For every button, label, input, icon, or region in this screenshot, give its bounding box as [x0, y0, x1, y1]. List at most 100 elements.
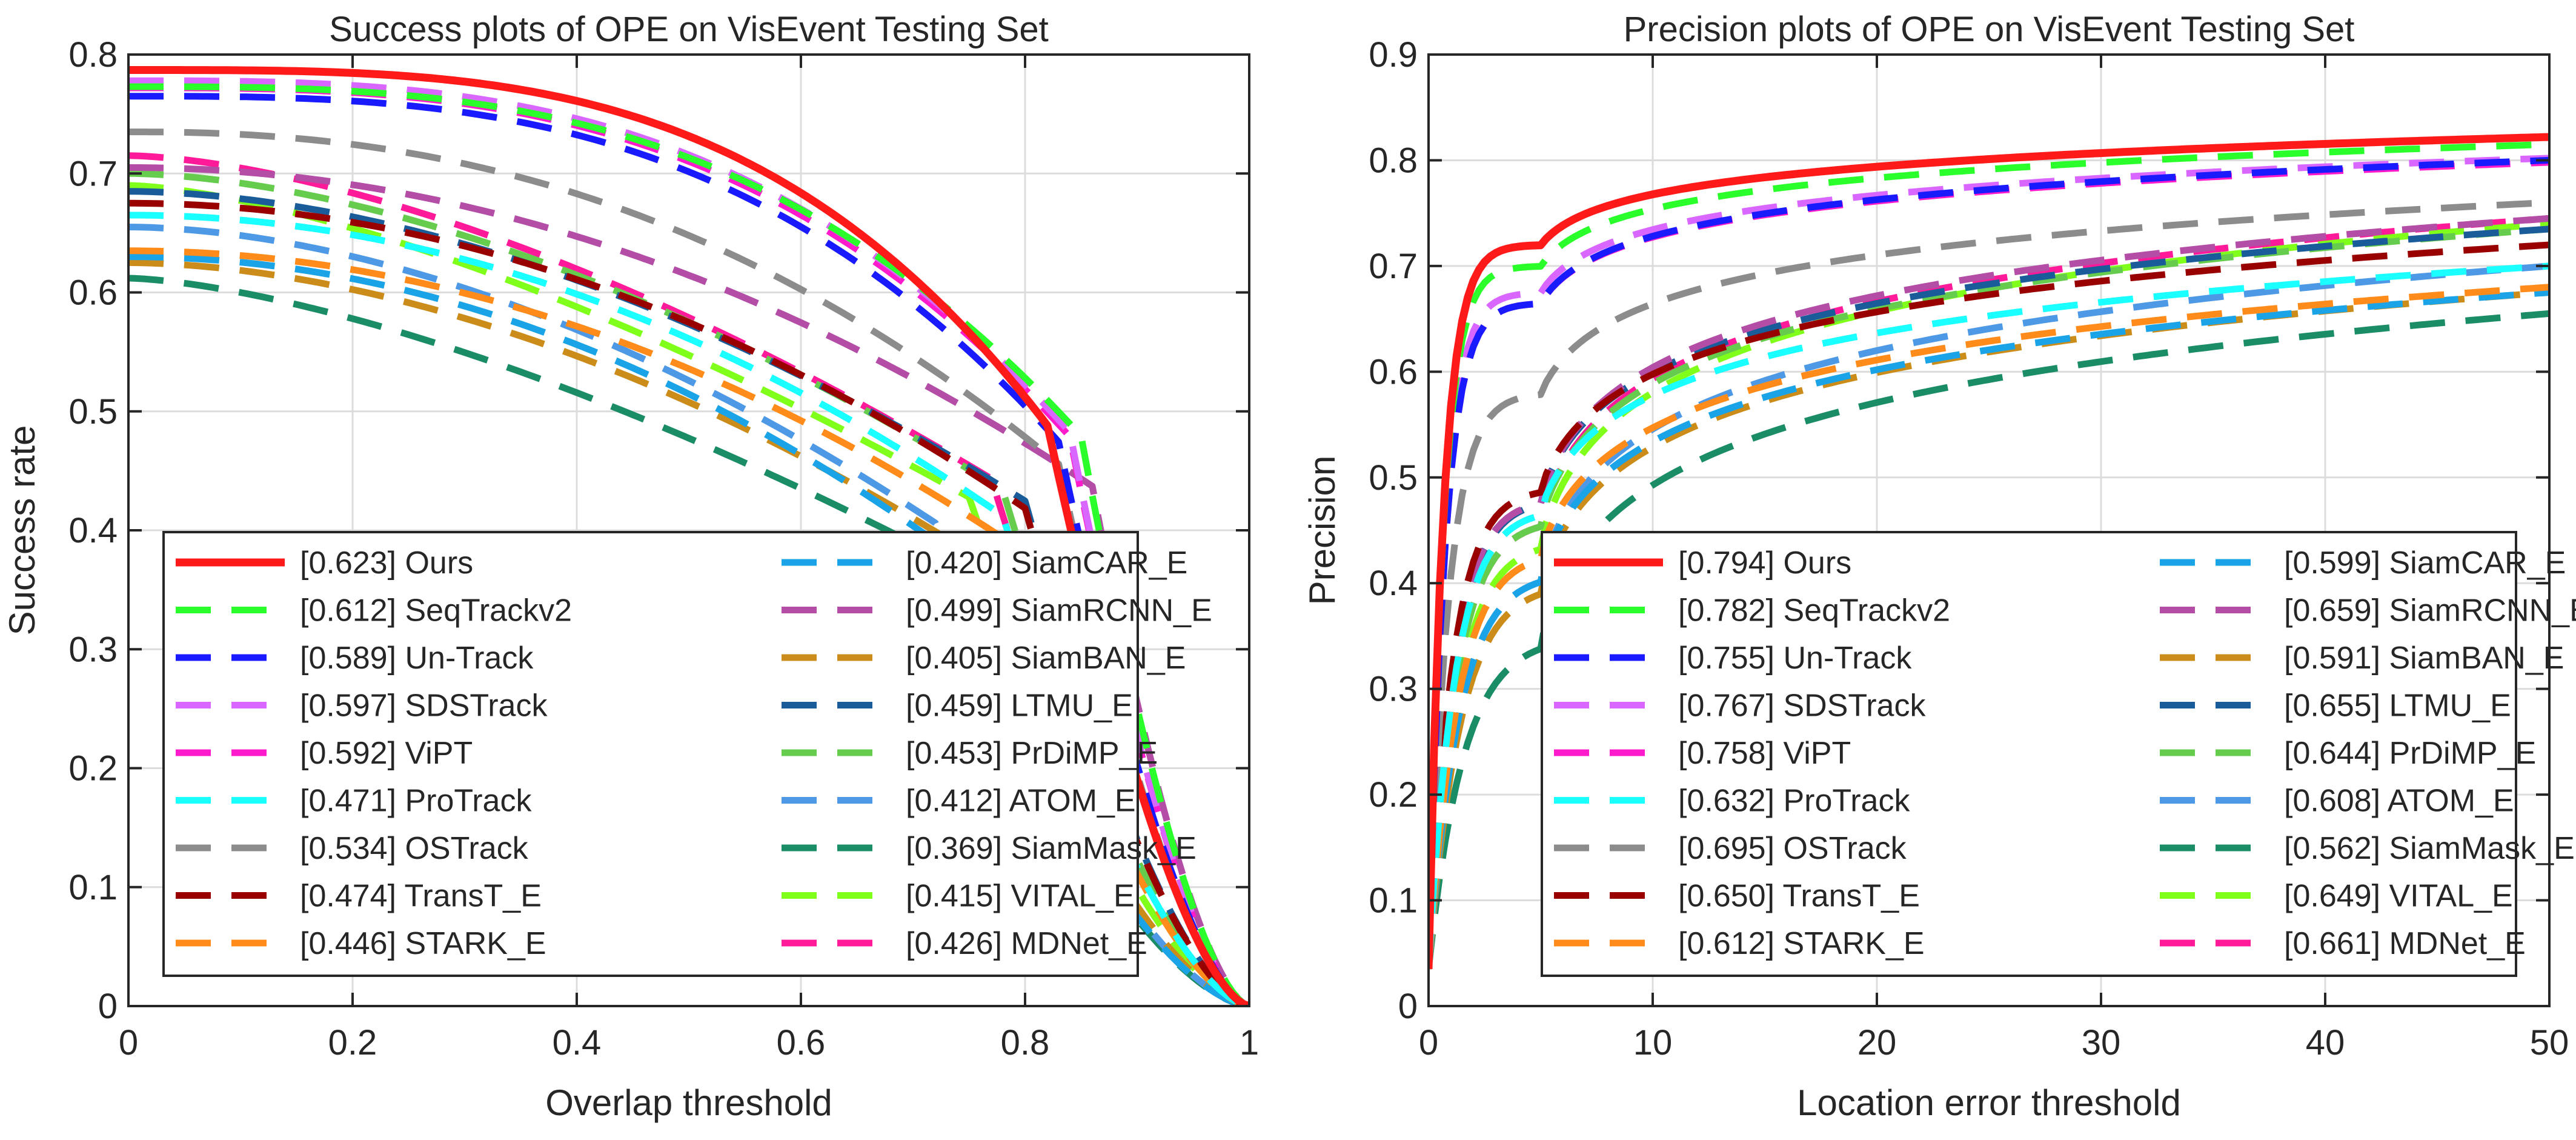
legend: [0.623] Ours [0.612] SeqTrackv2 [0.589] Un…: [162, 531, 1212, 977]
y-tick-label: 0.2: [68, 749, 118, 788]
legend-label-ATOM_E: [0.608] ATOM_E: [2284, 784, 2514, 819]
x-tick-label: 10: [1633, 1023, 1673, 1062]
x-axis-label: Overlap threshold: [545, 1082, 832, 1123]
y-axis-label: Success rate: [2, 425, 42, 636]
x-tick-label: 0.4: [553, 1023, 602, 1062]
legend-label-SiamBAN_E: [0.405] SiamBAN_E: [906, 641, 1186, 676]
series-line-STARK_E: [128, 247, 1249, 1006]
legend-label-Ours: [0.794] Ours: [1678, 545, 1851, 581]
legend-label-STARK_E: [0.612] STARK_E: [1678, 926, 1925, 961]
y-tick-label: 0.7: [1369, 247, 1418, 286]
legend-label-MDNet_E: [0.426] MDNet_E: [906, 926, 1147, 961]
y-tick-label: 0.1: [68, 868, 118, 907]
legend-label-SiamBAN_E: [0.591] SiamBAN_E: [2284, 641, 2564, 676]
legend-label-PrDiMP_E: [0.644] PrDiMP_E: [2284, 736, 2536, 771]
series-line-Ours: [128, 66, 1249, 1006]
legend-label-ViPT: [0.758] ViPT: [1678, 736, 1851, 771]
series-line-STARK_E: [1429, 284, 2549, 970]
y-tick-label: 0.4: [68, 511, 118, 550]
axes-box: [1427, 53, 2551, 1007]
legend-label-SiamMask_E: [0.369] SiamMask_E: [906, 831, 1197, 866]
y-tick-label: 0.6: [68, 273, 118, 313]
legend-label-LTMU_E: [0.655] LTMU_E: [2284, 688, 2511, 724]
legend-label-TransT_E: [0.474] TransT_E: [300, 879, 542, 914]
x-tick-label: 0: [1419, 1023, 1438, 1062]
legend-label-SiamCAR_E: [0.599] SiamCAR_E: [2284, 545, 2566, 581]
legend-label-TransT_E: [0.650] TransT_E: [1678, 879, 1920, 914]
series-line-Un-Track: [128, 93, 1249, 1006]
x-tick-label: 0.2: [328, 1023, 377, 1062]
legend-label-Un-Track: [0.589] Un-Track: [300, 641, 534, 676]
y-tick-label: 0.6: [1369, 352, 1418, 392]
y-tick-label: 0.7: [68, 154, 118, 193]
series-line-Ours: [1429, 133, 2549, 970]
legend-box: [1541, 531, 2517, 977]
x-tick-label: 20: [1857, 1023, 1897, 1062]
series-line-ProTrack: [1429, 262, 2549, 970]
y-tick-label: 0.8: [1369, 141, 1418, 180]
series-line-OSTrack: [1429, 199, 2549, 970]
x-tick-label: 0.8: [1001, 1023, 1050, 1062]
series-line-SDSTrack: [1429, 155, 2549, 970]
y-tick-label: 0.1: [1369, 881, 1418, 921]
series-line-MDNet_E: [128, 152, 1249, 1006]
y-tick-label: 0.4: [1369, 564, 1418, 603]
legend-label-OSTrack: [0.534] OSTrack: [300, 831, 529, 866]
x-tick-label: 30: [2082, 1023, 2121, 1062]
legend-label-SDSTrack: [0.597] SDSTrack: [300, 688, 548, 724]
series-line-PrDiMP_E: [1429, 225, 2549, 970]
series-group: [1429, 133, 2549, 970]
series-line-SiamCAR_E: [1429, 289, 2549, 970]
legend-label-SeqTrackv2: [0.612] SeqTrackv2: [300, 593, 572, 628]
y-tick-label: 0: [1398, 987, 1418, 1026]
chart-precision: 0 10 20 30 40 50 0 0.1 0.2 0.3 0.4 0.5 0.6 0.7 0.8 0.9 P…: [1302, 10, 2576, 1123]
x-tick-label: 0: [119, 1023, 138, 1062]
y-tick-label: 0.9: [1369, 35, 1418, 75]
y-tick-label: 0: [98, 987, 118, 1026]
legend-label-SiamMask_E: [0.562] SiamMask_E: [2284, 831, 2575, 866]
chart-title: Precision plots of OPE on VisEvent Testi…: [1624, 10, 2355, 49]
legend-label-ViPT: [0.592] ViPT: [300, 736, 473, 771]
y-tick-label: 0.8: [68, 35, 118, 75]
x-tick-label: 0.6: [777, 1023, 826, 1062]
series-line-SiamCAR_E: [128, 253, 1249, 1006]
legend-label-PrDiMP_E: [0.453] PrDiMP_E: [906, 736, 1158, 771]
legend-label-VITAL_E: [0.415] VITAL_E: [906, 879, 1135, 914]
legend-label-SeqTrackv2: [0.782] SeqTrackv2: [1678, 593, 1950, 628]
legend-label-MDNet_E: [0.661] MDNet_E: [2284, 926, 2526, 961]
y-tick-label: 0.2: [1369, 775, 1418, 815]
legend: [0.794] Ours [0.782] SeqTrackv2 [0.755] Un…: [1541, 531, 2576, 977]
y-tick-label: 0.5: [1369, 458, 1418, 498]
x-tick-label: 50: [2530, 1023, 2569, 1062]
legend-label-Ours: [0.623] Ours: [300, 545, 473, 581]
legend-label-OSTrack: [0.695] OSTrack: [1678, 831, 1907, 866]
series-line-SiamMask_E: [1429, 310, 2549, 970]
legend-label-Un-Track: [0.755] Un-Track: [1678, 641, 1912, 676]
x-tick-label: 40: [2306, 1023, 2345, 1062]
legend-label-ProTrack: [0.471] ProTrack: [300, 784, 532, 819]
series-line-SeqTrackv2: [128, 83, 1249, 1006]
chart-title: Success plots of OPE on VisEvent Testing…: [329, 10, 1049, 49]
y-tick-label: 0.5: [68, 392, 118, 432]
legend-label-SiamCAR_E: [0.420] SiamCAR_E: [906, 545, 1187, 581]
series-line-Un-Track: [1429, 156, 2549, 970]
chart-success: 0 0.2 0.4 0.6 0.8 1 0 0.1 0.2 0.3 0.4 0.5 0.6 0.7 0.8 S…: [2, 10, 1259, 1123]
legend-label-SiamRCNN_E: [0.499] SiamRCNN_E: [906, 593, 1212, 628]
y-tick-label: 0.3: [1369, 670, 1418, 709]
legend-label-VITAL_E: [0.649] VITAL_E: [2284, 879, 2513, 914]
legend-box: [162, 531, 1139, 977]
series-line-SeqTrackv2: [1429, 141, 2549, 970]
legend-label-STARK_E: [0.446] STARK_E: [300, 926, 546, 961]
legend-label-SDSTrack: [0.767] SDSTrack: [1678, 688, 1926, 724]
y-axis-label: Precision: [1302, 456, 1343, 605]
series-line-SiamRCNN_E: [128, 164, 1249, 1006]
y-tick-label: 0.3: [68, 630, 118, 669]
series-line-ATOM_E: [1429, 262, 2549, 970]
x-tick-label: 1: [1240, 1023, 1259, 1062]
legend-label-LTMU_E: [0.459] LTMU_E: [906, 688, 1133, 724]
series-line-TransT_E: [1429, 241, 2549, 970]
legend-label-ProTrack: [0.632] ProTrack: [1678, 784, 1910, 819]
legend-label-ATOM_E: [0.412] ATOM_E: [906, 784, 1136, 819]
